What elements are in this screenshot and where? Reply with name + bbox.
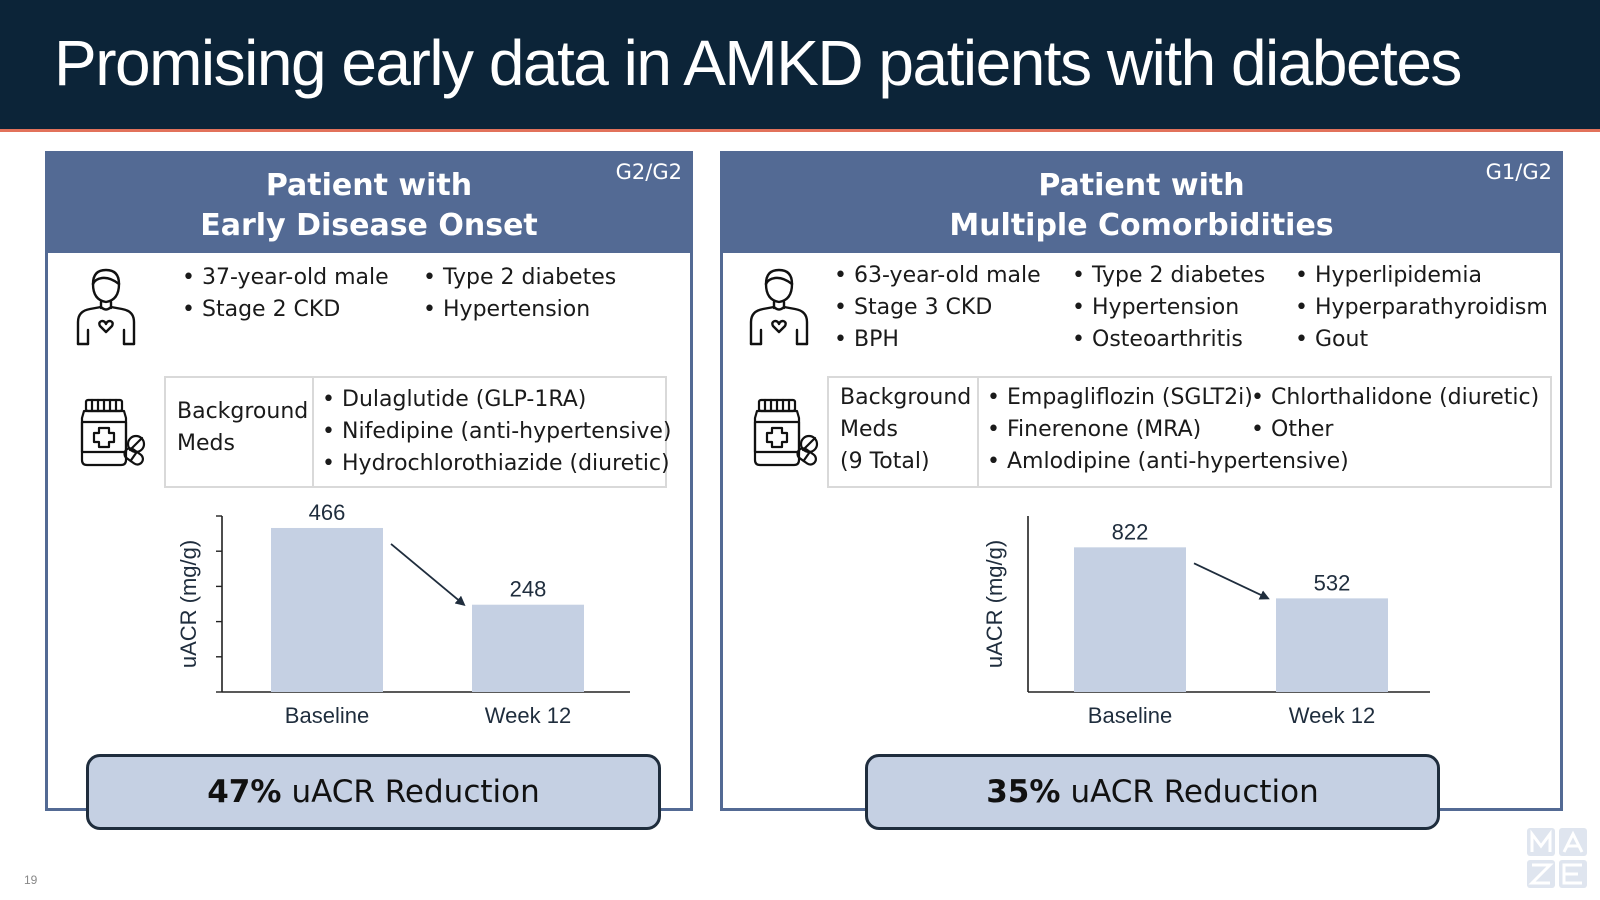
panel-title-line2: Early Disease Onset xyxy=(200,208,538,243)
profile-list-col2: Type 2 diabetes Hypertension xyxy=(421,262,616,326)
y-axis-label: uACR (mg/g) xyxy=(176,540,201,668)
list-item: 37-year-old male xyxy=(180,262,389,294)
page-title: Promising early data in AMKD patients wi… xyxy=(54,27,1462,99)
uacr-bar-chart-left: uACR (mg/g) 466 Baseline 248 Week 12 xyxy=(160,500,640,755)
panel-title-line1: Patient with xyxy=(265,168,473,203)
chart-svg: uACR (mg/g) 466 Baseline 248 Week 12 xyxy=(176,500,630,728)
bar-baseline xyxy=(271,527,383,692)
patient-heart-icon xyxy=(749,268,809,346)
list-item: Type 2 diabetes xyxy=(421,262,616,294)
list-item: Stage 2 CKD xyxy=(180,294,389,326)
background-meds-table: Background Meds Dulaglutide (GLP-1RA) Ni… xyxy=(164,376,671,488)
page-number: 19 xyxy=(24,873,38,887)
patient-heart-icon xyxy=(76,268,136,346)
list-item: Other xyxy=(1249,414,1539,446)
panel-header: Patient with Multiple Comorbidities G1/G… xyxy=(723,154,1560,253)
list-item: Gout xyxy=(1293,324,1548,356)
reduction-value: 35% xyxy=(986,774,1061,810)
panel-title: Patient with Early Disease Onset xyxy=(48,166,690,246)
meds-label-line3: (9 Total) xyxy=(840,449,930,474)
meds-list-col2: Chlorthalidone (diuretic) Other xyxy=(1249,382,1539,446)
reduction-value: 47% xyxy=(207,774,282,810)
x-tick-label: Baseline xyxy=(285,703,369,728)
profile-list-col1: 63-year-old male Stage 3 CKD BPH xyxy=(832,260,1041,356)
medicine-bottle-pills-icon xyxy=(80,398,146,467)
list-item: Type 2 diabetes xyxy=(1070,260,1265,292)
list-item: Hypertension xyxy=(1070,292,1265,324)
list-item: Hyperlipidemia xyxy=(1293,260,1548,292)
grade-label: G2/G2 xyxy=(615,160,682,184)
reduction-summary-box: 47% uACR Reduction xyxy=(86,754,661,830)
decrease-arrow xyxy=(390,543,466,606)
panel-multiple-comorbidities: Patient with Multiple Comorbidities G1/G… xyxy=(720,151,1563,811)
list-item: Hyperparathyroidism xyxy=(1293,292,1548,324)
meds-label-line2: Meds xyxy=(177,431,235,456)
panel-header: Patient with Early Disease Onset G2/G2 xyxy=(48,154,690,253)
reduction-summary-box: 35% uACR Reduction xyxy=(865,754,1440,830)
panel-title-line2: Multiple Comorbidities xyxy=(949,208,1334,243)
x-tick-label: Baseline xyxy=(1088,703,1172,728)
y-axis-label: uACR (mg/g) xyxy=(982,540,1007,668)
reduction-text: uACR Reduction xyxy=(1070,774,1319,810)
data-label: 822 xyxy=(1112,519,1149,544)
meds-label-line2: Meds xyxy=(840,417,898,442)
reduction-text: uACR Reduction xyxy=(291,774,540,810)
bar-week-12 xyxy=(472,604,584,692)
list-item: Nifedipine (anti-hypertensive) xyxy=(320,416,671,448)
list-item: Hypertension xyxy=(421,294,616,326)
x-tick-label: Week 12 xyxy=(1289,703,1375,728)
profile-list-col3: Hyperlipidemia Hyperparathyroidism Gout xyxy=(1293,260,1548,356)
list-item: 63-year-old male xyxy=(832,260,1041,292)
data-label: 466 xyxy=(309,500,346,525)
panel-title-line1: Patient with xyxy=(1038,168,1245,203)
bar-baseline xyxy=(1074,547,1186,692)
list-item: Osteoarthritis xyxy=(1070,324,1265,356)
profile-list-col2: Type 2 diabetes Hypertension Osteoarthri… xyxy=(1070,260,1265,356)
meds-label: Background Meds (9 Total) xyxy=(829,378,979,486)
title-bar: Promising early data in AMKD patients wi… xyxy=(0,0,1600,132)
medicine-bottle-pills-icon xyxy=(753,398,819,467)
meds-label-line1: Background xyxy=(177,399,309,424)
meds-label: Background Meds xyxy=(166,378,314,486)
meds-list: Dulaglutide (GLP-1RA) Nifedipine (anti-h… xyxy=(320,384,671,480)
data-label: 248 xyxy=(510,577,547,602)
profile-list-col1: 37-year-old male Stage 2 CKD xyxy=(180,262,389,326)
panel-early-disease-onset: Patient with Early Disease Onset G2/G2 3… xyxy=(45,151,693,811)
panel-title: Patient with Multiple Comorbidities xyxy=(723,166,1560,246)
list-item: Dulaglutide (GLP-1RA) xyxy=(320,384,671,416)
decrease-arrow xyxy=(1193,562,1270,600)
x-tick-label: Week 12 xyxy=(485,703,571,728)
chart-svg: uACR (mg/g) 822 Baseline 532 Week 12 xyxy=(982,516,1430,728)
list-item: Chlorthalidone (diuretic) xyxy=(1249,382,1539,414)
company-logo-icon xyxy=(1527,828,1587,888)
list-item: Hydrochlorothiazide (diuretic) xyxy=(320,448,671,480)
meds-list-col1: Empagliflozin (SGLT2i) Finerenone (MRA) … xyxy=(985,382,1349,478)
grade-label: G1/G2 xyxy=(1485,160,1552,184)
list-item: Amlodipine (anti-hypertensive) xyxy=(985,446,1349,478)
data-label: 532 xyxy=(1314,570,1351,595)
background-meds-table: Background Meds (9 Total) Empagliflozin … xyxy=(827,376,1552,488)
meds-label-line1: Background xyxy=(840,385,972,410)
list-item: Empagliflozin (SGLT2i) xyxy=(985,382,1349,414)
bar-week-12 xyxy=(1276,598,1388,692)
uacr-bar-chart-right: uACR (mg/g) 822 Baseline 532 Week 12 xyxy=(962,510,1442,755)
list-item: BPH xyxy=(832,324,1041,356)
list-item: Stage 3 CKD xyxy=(832,292,1041,324)
list-item: Finerenone (MRA) xyxy=(985,414,1349,446)
